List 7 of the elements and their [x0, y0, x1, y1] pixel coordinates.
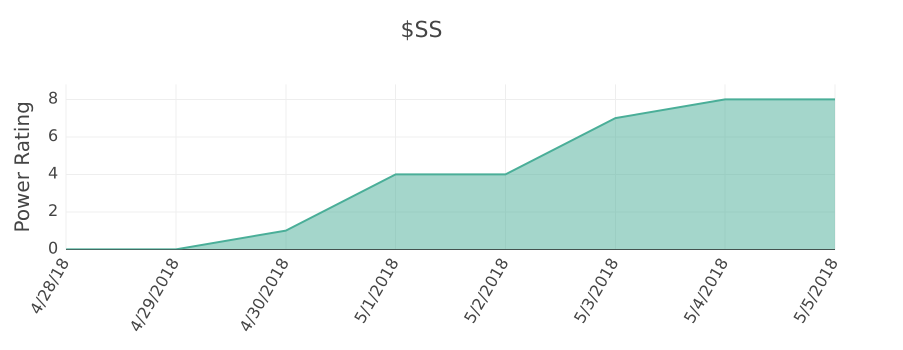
y-tick-label: 0 [48, 238, 58, 258]
chart-title: $SS [400, 18, 442, 43]
y-axis-title: Power Rating [10, 101, 34, 233]
y-tick-label: 8 [48, 88, 58, 108]
y-tick-label: 2 [48, 201, 58, 220]
y-tick-label: 4 [48, 164, 58, 183]
y-tick-label: 6 [48, 126, 58, 146]
